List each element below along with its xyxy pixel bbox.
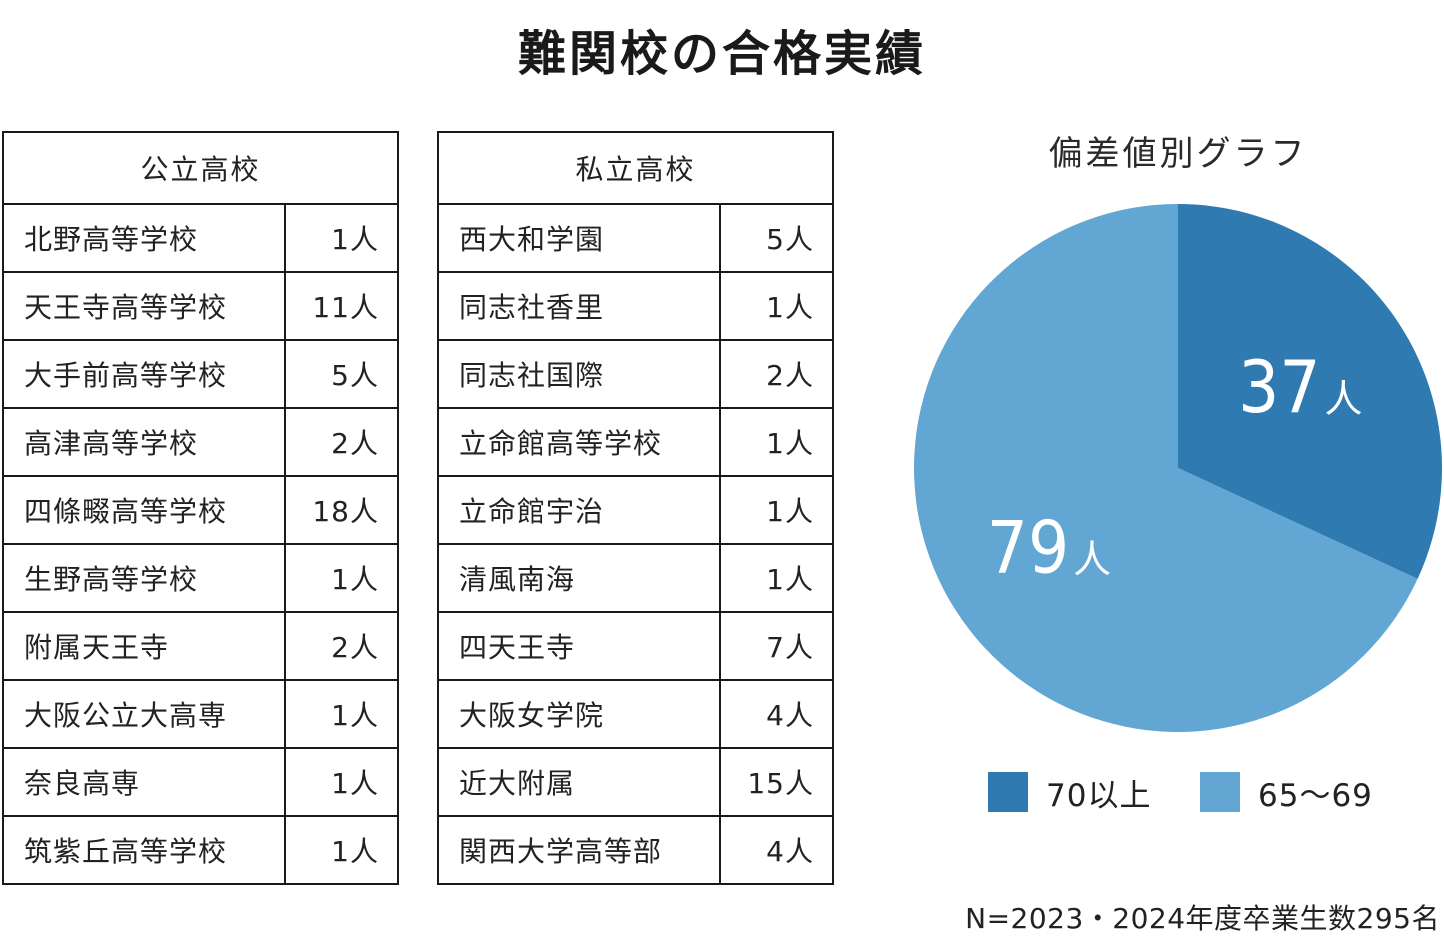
table-row: 四天王寺 7人 — [436, 611, 834, 681]
table-row: 大手前高等学校 5人 — [1, 339, 399, 409]
pass-count: 2人 — [719, 339, 834, 409]
pass-count: 5人 — [719, 203, 834, 273]
table-row: 奈良高専 1人 — [1, 747, 399, 817]
pass-count: 1人 — [719, 543, 834, 613]
pass-count: 18人 — [284, 475, 399, 545]
pass-count: 1人 — [719, 271, 834, 341]
footnote: N=2023・2024年度卒業生数295名 — [965, 902, 1440, 935]
table-row: 関西大学高等部 4人 — [436, 815, 834, 885]
pass-count: 11人 — [284, 271, 399, 341]
table-row: 筑紫丘高等学校 1人 — [1, 815, 399, 885]
school-name: 高津高等学校 — [1, 407, 287, 477]
school-name: 天王寺高等学校 — [1, 271, 287, 341]
table-row: 近大附属 15人 — [436, 747, 834, 817]
legend-item: 65〜69 — [1200, 770, 1373, 814]
table-row: 西大和学園 5人 — [436, 203, 834, 273]
pie-slice — [914, 203, 1418, 732]
table-row: 天王寺高等学校 11人 — [1, 271, 399, 341]
pass-count: 1人 — [284, 815, 399, 885]
pass-count: 15人 — [719, 747, 834, 817]
table-row: 大阪女学院 4人 — [436, 679, 834, 749]
legend-label: 65〜69 — [1258, 777, 1373, 814]
pie-data-label: 79 人 — [987, 505, 1111, 589]
school-name: 同志社国際 — [436, 339, 722, 409]
pass-count: 1人 — [284, 679, 399, 749]
school-name: 筑紫丘高等学校 — [1, 815, 287, 885]
private-table-header: 私立高校 — [437, 131, 834, 205]
table-row: 附属天王寺 2人 — [1, 611, 399, 681]
pass-count: 1人 — [719, 407, 834, 477]
school-name: 立命館宇治 — [436, 475, 722, 545]
school-name: 同志社香里 — [436, 271, 722, 341]
school-name: 四條畷高等学校 — [1, 475, 287, 545]
public-table-header: 公立高校 — [2, 131, 399, 205]
legend-swatch — [1200, 772, 1240, 812]
school-name: 近大附属 — [436, 747, 722, 817]
legend-item: 70以上 — [988, 770, 1151, 814]
school-name: 清風南海 — [436, 543, 722, 613]
pass-count: 1人 — [284, 543, 399, 613]
table-row: 四條畷高等学校 18人 — [1, 475, 399, 545]
table-row: 同志社香里 1人 — [436, 271, 834, 341]
table-row: 生野高等学校 1人 — [1, 543, 399, 613]
pie-data-label: 37 人 — [1238, 345, 1362, 429]
pass-count: 4人 — [719, 815, 834, 885]
table-row: 高津高等学校 2人 — [1, 407, 399, 477]
school-name: 附属天王寺 — [1, 611, 287, 681]
school-name: 奈良高専 — [1, 747, 287, 817]
private-school-table: 私立高校 西大和学園 5人 同志社香里 1人 同志社国際 2人 立命館高等学校 1人 立命館宇治… — [436, 131, 834, 885]
school-name: 関西大学高等部 — [436, 815, 722, 885]
table-row: 大阪公立大高専 1人 — [1, 679, 399, 749]
pass-count: 1人 — [284, 747, 399, 817]
school-name: 立命館高等学校 — [436, 407, 722, 477]
pass-count: 7人 — [719, 611, 834, 681]
page-title: 難関校の合格実績 — [517, 26, 926, 82]
school-name: 大手前高等学校 — [1, 339, 287, 409]
school-name: 大阪女学院 — [436, 679, 722, 749]
pie-chart: 37 人 79 人 — [914, 203, 1442, 732]
pie-slice — [1178, 204, 1442, 579]
legend-swatch — [988, 772, 1028, 812]
school-name: 大阪公立大高専 — [1, 679, 287, 749]
table-row: 北野高等学校 1人 — [1, 203, 399, 273]
school-name: 西大和学園 — [436, 203, 722, 273]
pass-count: 2人 — [284, 407, 399, 477]
pass-count: 2人 — [284, 611, 399, 681]
pass-count: 4人 — [719, 679, 834, 749]
pass-count: 1人 — [719, 475, 834, 545]
chart-title: 偏差値別グラフ — [1048, 134, 1308, 174]
table-row: 同志社国際 2人 — [436, 339, 834, 409]
school-name: 四天王寺 — [436, 611, 722, 681]
table-row: 立命館宇治 1人 — [436, 475, 834, 545]
pass-count: 1人 — [284, 203, 399, 273]
table-row: 清風南海 1人 — [436, 543, 834, 613]
table-row: 立命館高等学校 1人 — [436, 407, 834, 477]
school-name: 生野高等学校 — [1, 543, 287, 613]
school-name: 北野高等学校 — [1, 203, 287, 273]
legend-label: 70以上 — [1046, 777, 1152, 814]
pass-count: 5人 — [284, 339, 399, 409]
public-school-table: 公立高校 北野高等学校 1人 天王寺高等学校 11人 大手前高等学校 5人 高津高等学校 2人… — [1, 131, 399, 885]
